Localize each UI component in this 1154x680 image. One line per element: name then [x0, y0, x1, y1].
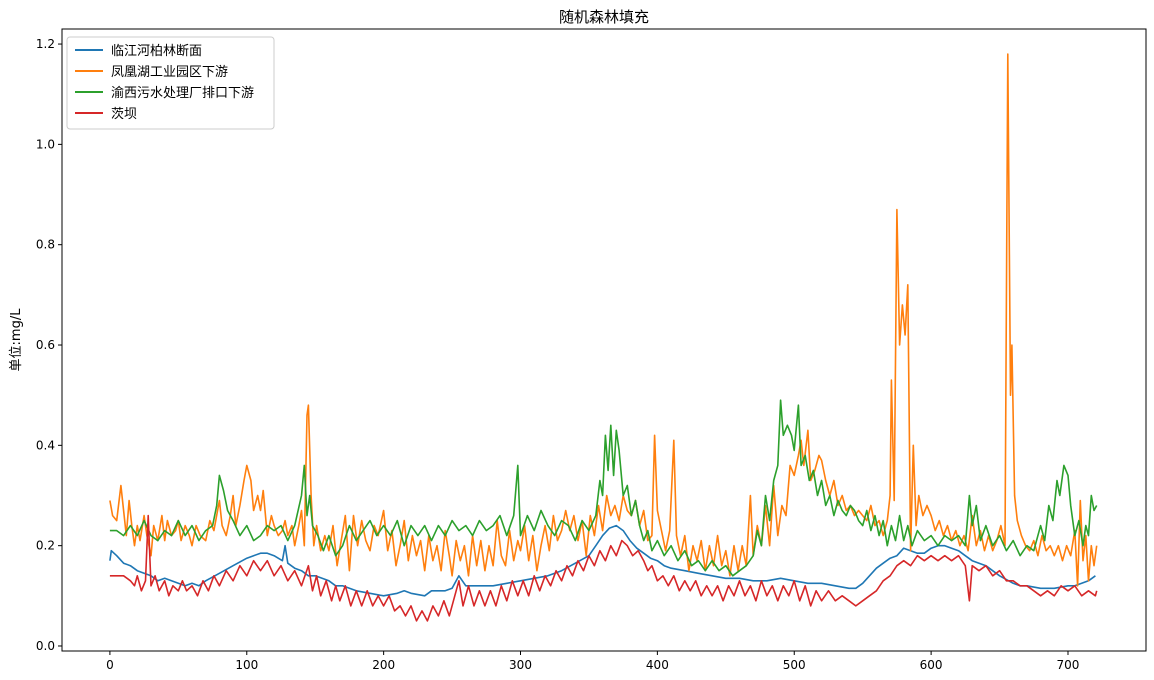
x-tick-label: 500 [783, 658, 806, 672]
y-axis-label: 单位:mg/L [9, 308, 24, 372]
x-tick-label: 300 [509, 658, 532, 672]
y-tick-label: 1.0 [36, 137, 55, 151]
legend-label: 临江河柏林断面 [111, 44, 202, 59]
y-tick-label: 1.2 [36, 37, 55, 51]
plot-lines [109, 53, 1098, 622]
y-tick-label: 0.0 [36, 639, 55, 653]
legend-label: 凤凰湖工业园区下游 [111, 65, 228, 80]
x-tick-label: 200 [372, 658, 395, 672]
series-line-4 [109, 514, 1098, 622]
x-tick-label: 700 [1057, 658, 1080, 672]
legend-label: 渝西污水处理厂排口下游 [111, 85, 254, 101]
y-tick-label: 0.6 [36, 338, 55, 352]
x-tick-label: 0 [106, 658, 114, 672]
x-tick-label: 100 [235, 658, 258, 672]
y-tick-label: 0.8 [36, 238, 55, 252]
y-tick-label: 0.2 [36, 539, 55, 553]
x-axis: 0 100 200 300 400 500 600 700 [106, 651, 1079, 672]
plot-frame [61, 28, 1147, 652]
chart-title: 随机森林填充 [559, 8, 649, 26]
x-tick-label: 600 [920, 658, 943, 672]
y-tick-label: 0.4 [36, 438, 55, 452]
x-tick-label: 400 [646, 658, 669, 672]
series-line-1 [109, 524, 1096, 597]
legend-box [66, 36, 275, 130]
series-line-3 [109, 399, 1098, 577]
legend-label: 茨坝 [111, 107, 137, 122]
y-axis: 0.0 0.2 0.4 0.6 0.8 1.0 1.2 [36, 37, 62, 653]
series-line-2 [109, 53, 1098, 587]
